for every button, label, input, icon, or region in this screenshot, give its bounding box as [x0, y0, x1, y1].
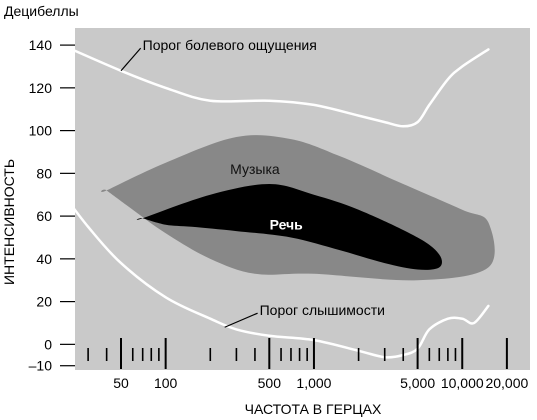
unit-label: Децибеллы: [4, 3, 79, 19]
x-tick-label: 1,000: [296, 375, 331, 391]
x-tick-label: 20,000: [485, 375, 528, 391]
annotation-leader-line: [224, 312, 258, 328]
x-axis-title: ЧАСТОТА В ГЕРЦАХ: [245, 401, 382, 417]
y-tick-label: –10: [29, 358, 53, 374]
y-tick-label: 40: [36, 251, 52, 267]
region-speech: [136, 184, 442, 270]
y-tick-label: 80: [36, 165, 52, 181]
annotation-порог-болевого-ощущения: Порог болевого ощущения: [143, 37, 317, 53]
y-tick-label: 0: [44, 336, 52, 352]
y-tick-label: 100: [29, 123, 53, 139]
annotation-музыка: Музыка: [230, 161, 280, 177]
x-tick-label: 10,000: [441, 375, 484, 391]
annotation-речь: Речь: [270, 217, 304, 233]
x-tick-label: 50: [113, 375, 129, 391]
regions-layer: [101, 135, 495, 281]
pain-threshold-line: [60, 43, 490, 128]
y-axis: 140 120 100 80 60 40 20 0 –10: [29, 37, 75, 374]
x-axis: 50 100 500 1,000 5,000 10,000 20,000: [87, 338, 529, 391]
y-tick-label: 140: [29, 37, 53, 53]
x-tick-label: 100: [154, 375, 178, 391]
y-tick-label: 20: [36, 294, 52, 310]
annotations-layer: Порог болевого ощущения Музыка Речь Порог с…: [120, 37, 385, 328]
annotation-порог-слышимости: Порог слышимости: [260, 302, 385, 318]
y-tick-label: 60: [36, 208, 52, 224]
y-tick-label: 120: [29, 80, 53, 96]
x-tick-label: 500: [258, 375, 282, 391]
annotation-leader-line: [120, 47, 142, 72]
y-axis-title: ИНТЕНСИВНОСТЬ: [1, 159, 17, 285]
x-tick-label: 5,000: [400, 375, 435, 391]
